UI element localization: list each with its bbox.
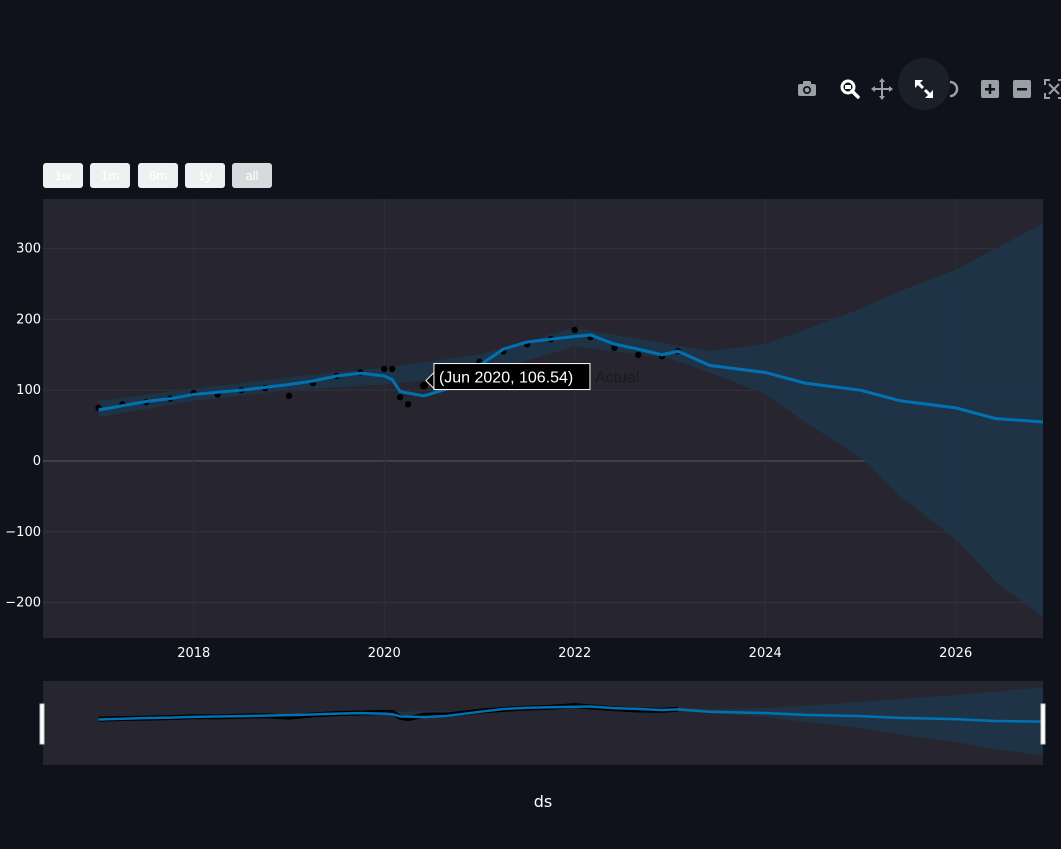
zoom-out-icon[interactable] — [1009, 76, 1035, 102]
zoom-in-icon[interactable] — [977, 76, 1003, 102]
y-tick-label: 100 — [16, 383, 41, 398]
rangeslider-handle-left[interactable] — [39, 703, 45, 745]
y-tick-label: −200 — [5, 596, 41, 611]
actual-point — [381, 365, 388, 373]
camera-icon[interactable] — [794, 76, 820, 102]
range-button-1w[interactable]: 1w — [43, 163, 83, 188]
actual-point — [285, 392, 293, 400]
reset-axes-icon[interactable] — [938, 76, 964, 102]
x-tick-label: 2018 — [177, 646, 210, 661]
actual-point — [389, 365, 396, 373]
y-tick-label: 0 — [33, 454, 41, 469]
x-tick-label: 2020 — [368, 646, 401, 661]
zoom-icon[interactable] — [837, 76, 863, 102]
rangeslider-band — [98, 687, 1044, 756]
x-axis-title: ds — [534, 792, 553, 811]
hover-series-name: Actual — [595, 370, 639, 387]
y-tick-label: 200 — [16, 312, 41, 327]
x-tick-label: 2024 — [749, 646, 782, 661]
uncertainty-band — [98, 223, 1044, 617]
autoscale-icon[interactable] — [911, 76, 937, 102]
y-tick-label: 300 — [16, 242, 41, 257]
y-tick-label: −100 — [5, 525, 41, 540]
actual-point — [396, 394, 404, 401]
modebar — [790, 58, 1061, 110]
hover-point — [419, 381, 428, 390]
rangeslider-handle-right[interactable] — [1040, 703, 1046, 745]
range-button-all[interactable]: all — [232, 163, 272, 188]
hover-label: (Jun 2020, 106.54) — [439, 370, 573, 387]
hover-box — [433, 363, 591, 391]
modebar-hover-highlight — [898, 58, 950, 110]
actual-point — [635, 351, 642, 358]
range-button-1m[interactable]: 1m — [90, 163, 130, 188]
range-button-1y[interactable]: 1y — [185, 163, 225, 188]
fullscreen-icon[interactable] — [1041, 76, 1061, 102]
range-button-6m[interactable]: 6m — [138, 163, 178, 188]
pan-icon[interactable] — [869, 76, 895, 102]
rangeslider-forecast — [98, 705, 1044, 723]
x-tick-label: 2022 — [558, 646, 591, 661]
actual-point — [571, 326, 578, 334]
x-tick-label: 2026 — [939, 646, 972, 661]
actual-point — [404, 401, 412, 408]
actual-point — [611, 344, 618, 351]
